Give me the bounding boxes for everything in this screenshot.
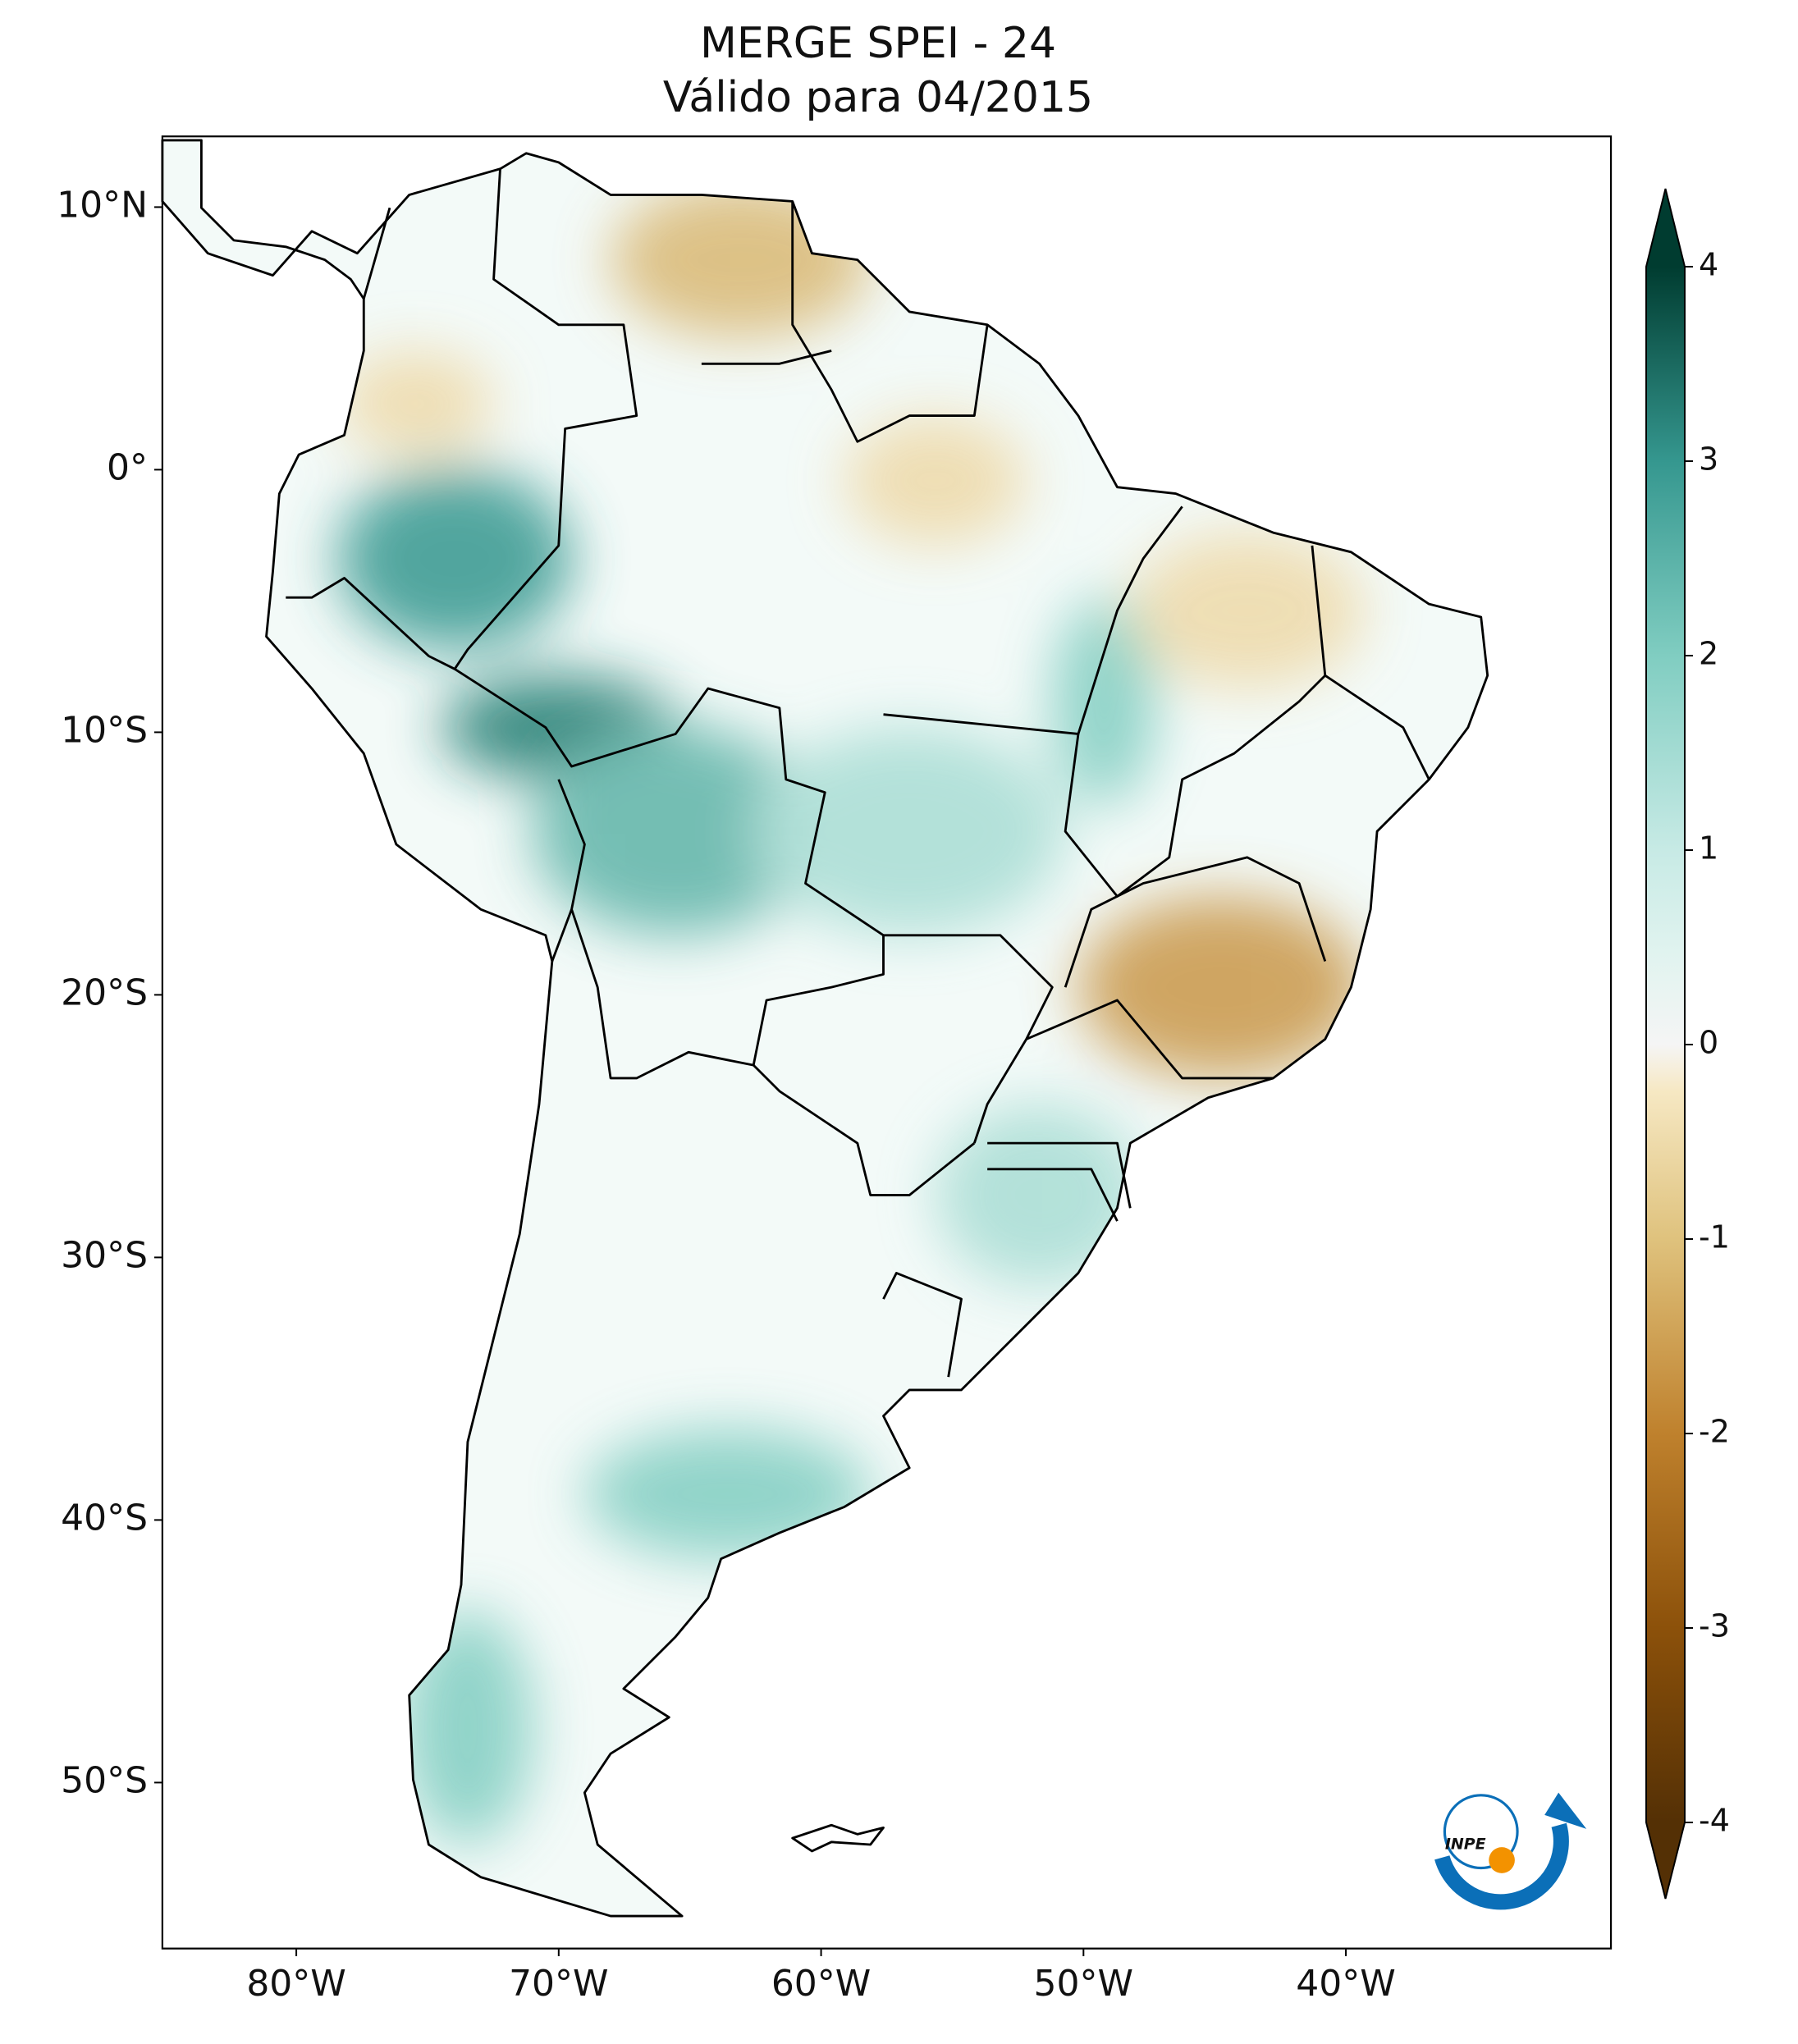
x-tick-label: 80°W [246,1963,346,2005]
y-tick-label: 10°N [57,184,148,226]
colorbar-tick-label: -2 [1699,1414,1730,1450]
colorbar-tick-label: 0 [1699,1025,1718,1061]
colorbar [1645,188,1686,1900]
logo-text: INPE [1445,1836,1486,1854]
colorbar-tick-label: -1 [1699,1219,1730,1255]
y-tick-label: 30°S [61,1234,148,1276]
country-borders [286,168,1430,1378]
colorbar-tick-label: -4 [1699,1803,1730,1839]
logo: INPE [1434,1792,1587,1910]
colorbar-tick-label: 1 [1699,830,1718,867]
x-tick-label: 70°W [509,1963,609,2005]
x-tick-label: 40°W [1296,1963,1396,2005]
x-tick-label: 60°W [771,1963,872,2005]
colorbar-tick-label: 4 [1699,247,1718,283]
falklands [791,1823,885,1853]
colorbar-tick-label: 3 [1699,441,1718,478]
subtitle: Válido para 04/2015 [663,73,1093,122]
y-tick-label: 20°S [61,972,148,1013]
title: MERGE SPEI - 24 [700,19,1056,68]
x-tick-label: 50°W [1034,1963,1134,2005]
y-tick-label: 50°S [61,1759,148,1801]
frame [161,135,1613,1950]
y-tick-label: 40°S [61,1497,148,1539]
colorbar-extend-max [1646,189,1685,267]
colorbar-scale [1646,267,1685,1822]
y-tick-label: 0° [107,446,148,488]
y-tick-label: 10°S [61,709,148,751]
colorbar-tick-label: -3 [1699,1608,1730,1644]
colorbar-tick-label: 2 [1699,636,1718,672]
colorbar-extend-min [1646,1822,1685,1899]
map-area: INPE [161,135,1613,1950]
